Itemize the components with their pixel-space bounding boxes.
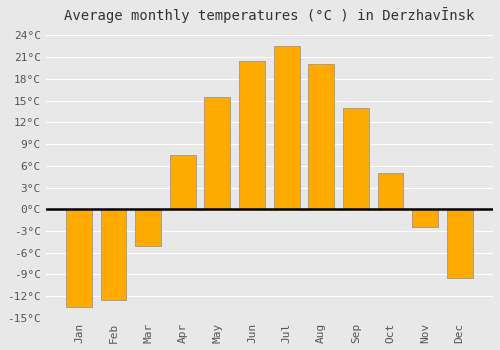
- Bar: [170, 155, 196, 209]
- Title: Average monthly temperatures (°C ) in DerzhavĪnsk: Average monthly temperatures (°C ) in De…: [64, 7, 474, 23]
- Bar: [66, 209, 92, 307]
- Bar: [378, 173, 404, 209]
- Bar: [274, 46, 299, 209]
- Bar: [239, 61, 265, 209]
- Bar: [308, 64, 334, 209]
- Bar: [100, 209, 126, 300]
- Bar: [343, 108, 369, 209]
- Bar: [135, 209, 161, 245]
- Bar: [446, 209, 472, 278]
- Bar: [412, 209, 438, 228]
- Bar: [204, 97, 231, 209]
